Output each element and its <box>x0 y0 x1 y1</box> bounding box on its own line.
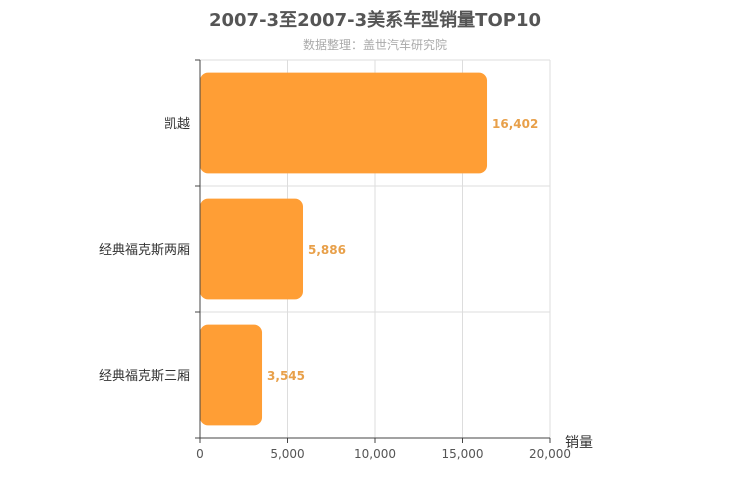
x-tick-label: 10,000 <box>354 447 396 461</box>
category-label: 经典福克斯两厢 <box>99 243 190 258</box>
category-label: 凯越 <box>164 117 190 132</box>
category-label: 经典福克斯三厢 <box>99 369 190 384</box>
bars <box>200 72 488 426</box>
chart-subtitle: 数据整理：盖世汽车研究院 <box>302 38 447 52</box>
x-tick-label: 15,000 <box>442 447 484 461</box>
bar <box>200 198 304 300</box>
x-tick-label: 20,000 <box>529 447 571 461</box>
bar-value-label: 16,402 <box>492 117 538 131</box>
x-axis-title: 销量 <box>565 435 593 451</box>
x-tick-label: 0 <box>196 447 204 461</box>
bar <box>200 72 488 174</box>
labels: 0 5,000 10,000 15,000 20,000 凯越 16,402 经典福克斯两厢 5… <box>99 117 571 461</box>
chart-title: 2007-3至2007-3美系车型销量TOP10 <box>208 10 541 31</box>
x-tick-label: 5,000 <box>270 447 304 461</box>
axes <box>195 59 551 443</box>
bar-value-label: 5,886 <box>308 243 346 257</box>
bar <box>200 324 263 426</box>
bar-value-label: 3,545 <box>267 369 305 383</box>
